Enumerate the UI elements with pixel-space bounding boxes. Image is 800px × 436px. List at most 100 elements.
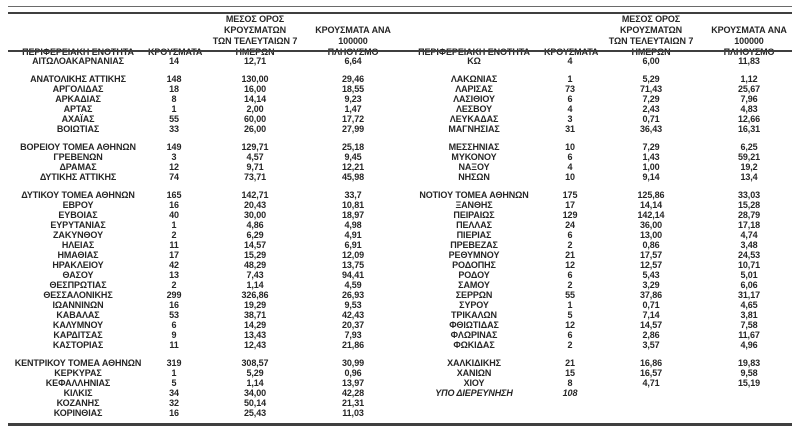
avg7-cell: 37,86 xyxy=(639,290,663,300)
cases-cell: 8 xyxy=(567,378,573,388)
cases-cell: 5 xyxy=(171,378,177,388)
region-cell: ΔΥΤΙΚΗΣ ΑΤΤΙΚΗΣ xyxy=(39,172,117,182)
table-row: ΙΩΑΝΝΙΝΩΝ 16 19,29 9,53 xyxy=(8,300,396,310)
avg7-cell: 130,00 xyxy=(241,74,269,84)
cases-cell: 2 xyxy=(171,230,177,240)
group-spacer xyxy=(404,66,792,74)
region-cell: ΗΡΑΚΛΕΙΟΥ xyxy=(52,260,104,270)
table-row: ΚΩ 4 6,00 11,83 xyxy=(404,56,792,66)
avg7-cell: 36,00 xyxy=(639,220,663,230)
table-row: ΑΡΚΑΔΙΑΣ 8 14,14 9,23 xyxy=(8,94,396,104)
table-row: ΗΡΑΚΛΕΙΟΥ 42 48,29 13,75 xyxy=(8,260,396,270)
avg7-cell: 142,71 xyxy=(241,190,269,200)
table-row: ΚΙΛΚΙΣ 34 34,00 42,28 xyxy=(8,388,396,398)
region-cell: ΚΕΡΚΥΡΑΣ xyxy=(54,368,102,378)
cases-cell: 6 xyxy=(567,330,573,340)
cases-cell: 8 xyxy=(171,94,177,104)
region-cell: ΘΑΣΟΥ xyxy=(62,270,94,280)
avg7-cell: 3,57 xyxy=(642,340,660,350)
table-row: ΧΑΝΙΩΝ 15 16,57 9,58 xyxy=(404,368,792,378)
regional-cases-table: ΠΕΡΙΦΕΡΕΙΑΚΗ ΕΝΟΤΗΤΑ ΚΡΟΥΣΜΑΤΑ ΜΕΣΟΣ ΟΡΟ… xyxy=(8,14,792,418)
table-row: ΚΑΒΑΛΑΣ 53 38,71 42,43 xyxy=(8,310,396,320)
table-row: ΦΘΙΩΤΙΔΑΣ 12 14,57 7,58 xyxy=(404,320,792,330)
table-row: ΘΑΣΟΥ 13 7,43 94,41 xyxy=(8,270,396,280)
avg7-cell: 14,57 xyxy=(639,320,663,330)
avg7-cell xyxy=(596,388,706,398)
per100k-cell: 9,23 xyxy=(344,94,362,104)
table-row: ΘΕΣΣΑΛΟΝΙΚΗΣ 299 326,86 26,93 xyxy=(8,290,396,300)
group-spacer xyxy=(8,134,396,142)
cases-cell: 13 xyxy=(169,270,179,280)
avg7-cell: 7,14 xyxy=(642,310,660,320)
avg7-cell: 14,29 xyxy=(243,320,267,330)
cases-cell: 5 xyxy=(567,310,573,320)
cases-column-header: ΚΡΟΥΣΜΑΤΑ xyxy=(148,47,203,57)
per100k-cell: 42,43 xyxy=(341,310,365,320)
region-cell: ΚΕΝΤΡΙΚΟΥ ΤΟΜΕΑ ΑΘΗΝΩΝ xyxy=(14,358,142,368)
avg7-cell: 0,71 xyxy=(642,300,660,310)
cases-cell: 149 xyxy=(166,142,182,152)
cases-cell: 18 xyxy=(169,84,179,94)
table-row: ΧΑΛΚΙΔΙΚΗΣ 21 16,86 19,83 xyxy=(404,358,792,368)
region-cell: ΓΡΕΒΕΝΩΝ xyxy=(53,152,103,162)
cases-cell: 4 xyxy=(567,56,573,66)
avg7-cell: 13,00 xyxy=(639,230,663,240)
region-cell: ΖΑΚΥΝΘΟΥ xyxy=(53,230,103,240)
avg7-cell: 308,57 xyxy=(241,358,269,368)
region-cell: ΔΥΤΙΚΟΥ ΤΟΜΕΑ ΑΘΗΝΩΝ xyxy=(21,190,135,200)
table-row: ΕΥΡΥΤΑΝΙΑΣ 1 4,86 4,98 xyxy=(8,220,396,230)
per100k-cell: 13,75 xyxy=(341,260,365,270)
region-cell: ΝΗΣΩΝ xyxy=(458,172,490,182)
per100k-cell: 11,03 xyxy=(342,408,364,418)
region-cell: ΚΑΛΥΜΝΟΥ xyxy=(52,320,104,330)
region-cell: ΘΕΣΠΡΩΤΙΑΣ xyxy=(49,280,107,290)
per100k-cell: 10,71 xyxy=(737,260,761,270)
group-spacer xyxy=(404,134,792,142)
region-cell: ΗΛΕΙΑΣ xyxy=(61,240,95,250)
group-spacer xyxy=(404,182,792,190)
avg7-cell: 71,43 xyxy=(639,84,663,94)
per100k-cell: 16,31 xyxy=(737,124,761,134)
cases-cell: 14 xyxy=(169,56,179,66)
avg7-cell: 1,14 xyxy=(246,378,264,388)
cases-cell: 16 xyxy=(169,200,179,210)
per100k-cell: 6,25 xyxy=(740,142,758,152)
left-table-header: ΠΕΡΙΦΕΡΕΙΑΚΗ ΕΝΟΤΗΤΑ ΚΡΟΥΣΜΑΤΑ ΜΕΣΟΣ ΟΡΟ… xyxy=(8,14,396,57)
region-cell: ΚΟΖΑΝΗΣ xyxy=(56,398,100,408)
region-cell: ΜΕΣΣΗΝΙΑΣ xyxy=(448,142,500,152)
region-cell: ΛΑΣΙΘΙΟΥ xyxy=(453,94,495,104)
table-row: ΑΝΑΤΟΛΙΚΗΣ ΑΤΤΙΚΗΣ 148 130,00 29,46 xyxy=(8,74,396,84)
left-table-body: ΑΙΤΩΛΟΑΚΑΡΝΑΝΙΑΣ 14 12,71 6,64 ΑΝΑΤΟΛΙΚΗΣ ΑΤ… xyxy=(8,50,396,418)
table-row: ΜΥΚΟΝΟΥ 6 1,43 59,21 xyxy=(404,152,792,162)
per100k-cell: 7,58 xyxy=(740,320,758,330)
avg7-cell: 2,43 xyxy=(642,104,660,114)
per100k-cell: 6,91 xyxy=(344,240,362,250)
table-row: ΦΩΚΙΔΑΣ 2 3,57 4,96 xyxy=(404,340,792,350)
region-cell: ΘΕΣΣΑΛΟΝΙΚΗΣ xyxy=(43,290,113,300)
per100k-cell: 17,72 xyxy=(341,114,365,124)
per100k-column-header: ΚΡΟΥΣΜΑΤΑ ΑΝΑ 100000 ΠΛΗΘΥΣΜΟ xyxy=(315,25,391,57)
table-row: ΒΟΡΕΙΟΥ ΤΟΜΕΑ ΑΘΗΝΩΝ 149 129,71 25,18 xyxy=(8,142,396,152)
table-row: ΡΕΘΥΜΝΟΥ 21 17,57 24,53 xyxy=(404,250,792,260)
table-row: ΥΠΟ ΔΙΕΡΕΥΝΗΣΗ 108 xyxy=(404,388,792,398)
table-row: ΧΙΟΥ 8 4,71 15,19 xyxy=(404,378,792,388)
table-row: ΝΗΣΩΝ 10 9,14 13,4 xyxy=(404,172,792,182)
per100k-cell: 6,64 xyxy=(344,56,362,66)
per100k-cell xyxy=(706,388,792,398)
per100k-cell: 18,97 xyxy=(341,210,365,220)
bottom-rule xyxy=(8,423,792,426)
cases-cell: 319 xyxy=(166,358,182,368)
region-cell: ΣΥΡΟΥ xyxy=(459,300,489,310)
cases-cell: 11 xyxy=(169,240,179,250)
cases-cell: 165 xyxy=(166,190,182,200)
per100k-cell: 19,83 xyxy=(737,358,761,368)
table-row: ΚΟΡΙΝΘΙΑΣ 16 25,43 11,03 xyxy=(8,408,396,418)
group-spacer xyxy=(404,350,792,358)
region-cell: ΜΑΓΝΗΣΙΑΣ xyxy=(448,124,500,134)
per100k-cell: 19,2 xyxy=(740,162,758,172)
cases-cell: 148 xyxy=(166,74,182,84)
region-cell: ΚΕΦΑΛΛΗΝΙΑΣ xyxy=(45,378,111,388)
table-row: ΝΑΞΟΥ 4 1,00 19,2 xyxy=(404,162,792,172)
table-row: ΔΡΑΜΑΣ 12 9,71 12,21 xyxy=(8,162,396,172)
table-row: ΣΑΜΟΥ 2 3,29 6,06 xyxy=(404,280,792,290)
